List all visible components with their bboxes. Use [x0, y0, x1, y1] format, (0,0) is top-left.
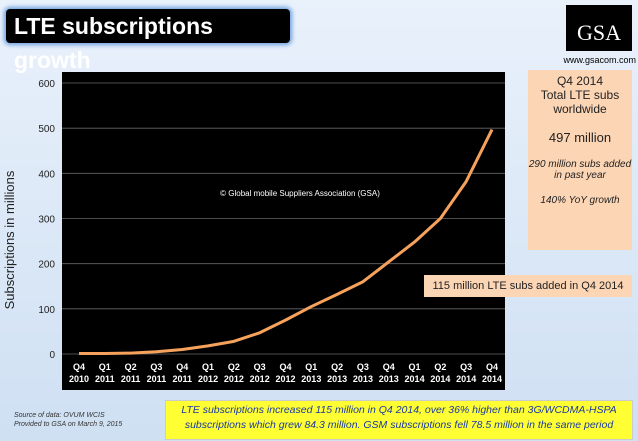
y-tick-label: 300 [38, 215, 55, 226]
x-tick-label: Q1 2013 [301, 362, 322, 384]
x-tick-label: Q4 2012 [275, 362, 296, 384]
x-tick-label: Q1 2011 [95, 362, 115, 384]
slide-title: LTE subscriptions growth [6, 9, 290, 73]
info-line: Total LTE subs [540, 88, 620, 102]
data-line [79, 128, 494, 356]
info-line: Q4 2014 [556, 74, 604, 88]
plot-background [62, 72, 505, 390]
website: www.gsacom.com [563, 55, 636, 65]
y-axis-label: Subscriptions in millions [2, 170, 17, 309]
x-tick-label: Q1 2012 [198, 362, 219, 384]
x-tick-label: Q4 2013 [378, 362, 399, 384]
x-tick-label: Q4 2014 [481, 362, 503, 384]
y-tick-label: 0 [49, 350, 55, 361]
info-line: worldwide [553, 102, 607, 116]
info-note: 290 million subs added in past year [528, 159, 632, 181]
x-tick-label: Q2 2011 [120, 362, 141, 384]
x-tick-label: Q2 2012 [223, 362, 244, 384]
x-tick-label: Q1 2014 [404, 362, 425, 384]
x-tick-label: Q3 2012 [249, 362, 270, 384]
source-line: Source of data: OVUM WCIS [14, 412, 105, 419]
info-box: Q4 2014 Total LTE subs worldwide 497 mil… [528, 70, 632, 250]
x-tick-label: Q2 2014 [430, 362, 451, 384]
footer-note: LTE subscriptions increased 115 million … [165, 400, 633, 440]
y-tick-label: 400 [38, 169, 55, 180]
info-total: 497 million [548, 130, 612, 145]
y-tick-label: 500 [38, 124, 55, 135]
x-tick-label: Q4 2011 [172, 362, 193, 384]
source-line: Provided to GSA on March 9, 2015 [14, 421, 123, 428]
x-tick-label: Q2 2013 [327, 362, 348, 384]
y-tick-label: 200 [38, 260, 55, 271]
info-note: 140% YoY growth [540, 195, 620, 206]
x-tick-label: Q3 2014 [456, 362, 477, 384]
x-tick-label: Q3 2013 [352, 362, 373, 384]
y-tick-label: 100 [38, 305, 55, 316]
callout: 115 million LTE subs added in Q4 2014 [424, 275, 632, 297]
annotation: © Global mobile Suppliers Association (G… [220, 189, 380, 198]
source: Source of data: OVUM WCIS Provided to GS… [14, 411, 122, 429]
x-tick-label: Q4 2010 [68, 362, 90, 384]
y-tick-label: 600 [38, 79, 55, 90]
x-tick-label: Q3 2011 [146, 362, 167, 384]
logo: GSA [566, 5, 632, 51]
